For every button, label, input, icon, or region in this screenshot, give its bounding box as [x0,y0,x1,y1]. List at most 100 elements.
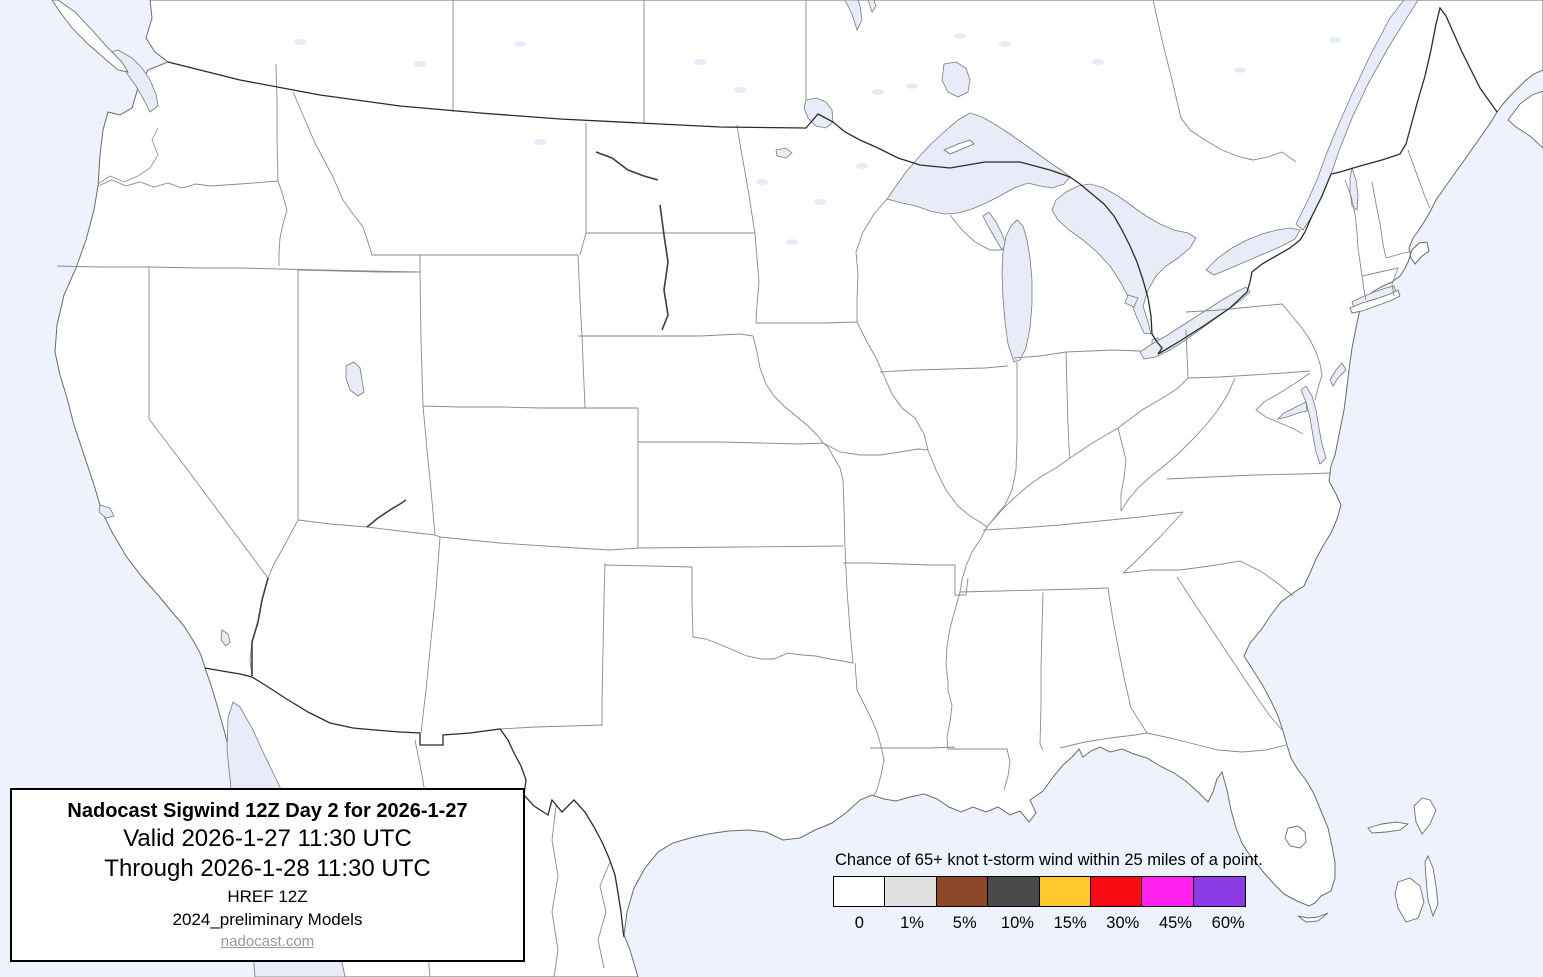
long-island [1349,289,1401,314]
co-ne-41n [422,405,638,409]
lake-manitoba [867,0,877,13]
small-lake [786,239,798,245]
san-francisco-bay [98,504,115,519]
ga-sc-savannah [1176,576,1284,732]
small-lake [694,59,706,65]
small-lake [856,163,868,169]
forecast-through-time: Through 2026-1-28 11:30 UTC [104,855,431,883]
la-ms-border [946,689,1011,791]
sd-ne-border [578,333,754,337]
wy-borders [419,255,424,407]
on-qc-province-border [1152,0,1297,163]
va-nc-border [1166,472,1332,480]
st-lawrence-river [1295,0,1419,231]
mexico-state-line-3 [597,861,611,969]
az-nm-border [420,536,441,734]
small-lake [906,83,918,89]
wa-or-border [97,179,279,189]
us-canada-border [167,6,1498,355]
small-lake [999,41,1011,47]
small-lake [534,139,546,145]
probability-legend: Chance of 65+ knot t-storm wind within 2… [833,851,1263,933]
nc-sc-border [1122,560,1294,597]
forecast-model-run: HREF 12Z [227,886,308,906]
lake-nipigon [941,61,971,98]
ky-wv-border [1117,427,1127,511]
salton-sea [220,629,231,647]
ia-mn-border [756,321,858,324]
legend-swatch-row [833,876,1263,907]
fl-al-ga-border [1059,732,1287,753]
legend-swatch [935,876,989,907]
mississippi-mo-il [927,449,988,690]
legend-swatch [833,876,886,907]
ok-ar-mo-borders [844,546,854,664]
wa-id-border [275,63,279,182]
legend-label: 45% [1158,914,1192,932]
ia-mo-border [822,442,929,456]
florida-keys [1297,912,1329,923]
nadocast-link[interactable]: nadocast.com [220,932,315,950]
lake-okeechobee [1284,825,1307,849]
id-mt-border [292,91,420,256]
red-river-tx-ok [692,636,854,664]
legend-swatch [1192,876,1246,907]
legend-label: 0 [854,914,864,932]
ma-north-border [1385,250,1413,259]
al-ms-border [1039,591,1044,751]
ar-la-border [870,746,956,749]
small-lake [1234,67,1246,73]
il-in-border [986,362,1018,528]
small-lake [414,61,426,67]
legend-swatch [1141,876,1195,907]
mexico-state-line-2 [551,805,559,977]
mississippi-ia-border [856,321,929,451]
green-bay [982,211,1007,251]
or-id-border [277,180,288,266]
legend-swatch [884,876,938,907]
legend-label: 30% [1106,914,1140,932]
vt-nh-border [1371,181,1387,259]
lake-winnipeg [844,0,863,32]
ok-panhandle-south [604,564,693,568]
lake-sakakawea [595,151,659,181]
lake-of-the-woods [803,97,834,129]
ky-tn-va-36n [982,511,1184,531]
small-lake [954,33,966,39]
legend-swatch [1090,876,1144,907]
abaco-island [1413,797,1437,835]
parallel-37n-borders [297,519,844,551]
small-lake [1092,59,1104,65]
forecast-title-box: Nadocast Sigwind 12Z Day 2 for 2026-1-27… [10,788,525,962]
small-lake [756,179,768,185]
potomac-river [1276,401,1308,420]
saginaw-bay [1124,294,1139,308]
great-salt-lake [345,361,365,397]
wi-il-border [879,365,1009,373]
ne-ks-border [638,441,824,445]
mi-in-oh-border [1013,349,1141,359]
chesapeake-bay [1300,385,1327,465]
legend-swatch [987,876,1041,907]
nd-mn-red-river [736,124,756,234]
lake-huron [1051,183,1197,335]
wy-sd-ne-border [577,254,586,409]
potomac-md-va [1255,372,1311,435]
small-lake [814,199,826,205]
legend-label: 60% [1211,914,1245,932]
small-lake [734,87,746,93]
nova-scotia [1507,90,1543,149]
andros-island [1394,877,1425,923]
nm-tx-32n [499,724,603,730]
tn-south-border [959,587,1109,593]
lake-powell-colorado-river [366,499,407,528]
legend-label: 10% [1000,914,1034,932]
legend-title: Chance of 65+ knot t-storm wind within 2… [835,851,1263,869]
lake-oahe-missouri-river [659,204,669,331]
ma-ct-ri-border [1361,267,1399,297]
tx-ok-panhandle-east [691,567,694,638]
small-lake [1329,37,1341,43]
red-lake [775,147,793,159]
isle-royale [943,139,975,155]
